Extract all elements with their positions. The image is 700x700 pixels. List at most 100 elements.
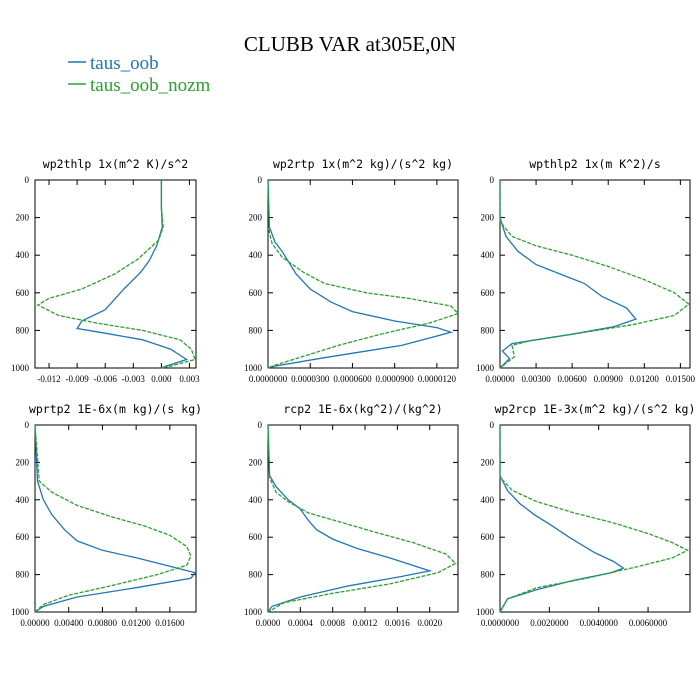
y-tick-label: 200 — [249, 457, 263, 467]
y-tick-label: 400 — [481, 250, 495, 260]
series-line-taus-oob — [267, 179, 454, 369]
figure-title: CLUBB VAR at305E,0N — [244, 32, 456, 56]
x-tick-label: 0.0000900 — [376, 374, 415, 384]
y-tick-label: 600 — [249, 532, 263, 542]
y-tick-label: 800 — [16, 570, 30, 580]
x-tick-label: 0.0016 — [385, 618, 410, 628]
x-tick-label: 0.00000 — [485, 374, 515, 384]
series-line-taus-oob-nozm — [499, 180, 690, 369]
series-line-taus-oob-nozm — [267, 424, 457, 613]
x-tick-label: 0.0000000 — [481, 618, 520, 628]
series-line-taus-oob-nozm — [267, 179, 460, 369]
y-tick-label: 1000 — [476, 607, 495, 617]
x-tick-label: 0.00600 — [558, 374, 588, 384]
y-tick-label: 0 — [25, 175, 30, 185]
x-tick-label: -0.009 — [65, 374, 89, 384]
y-tick-label: 0 — [258, 175, 263, 185]
panel-title: wpthlp2 1x(m K^2)/s — [529, 157, 661, 171]
y-tick-label: 400 — [249, 495, 263, 505]
series-line-taus-oob — [76, 180, 189, 369]
series-line-taus-oob — [267, 424, 433, 613]
panel-title: rcp2 1E-6x(kg^2)/(kg^2) — [283, 402, 442, 416]
x-tick-label: 0.0020 — [417, 618, 442, 628]
y-tick-label: 200 — [481, 213, 495, 223]
y-tick-label: 200 — [16, 213, 30, 223]
y-tick-label: 800 — [481, 325, 495, 335]
series-line-taus-oob — [499, 425, 625, 613]
plot-frame — [267, 424, 459, 613]
panel-2: wp2rtp 1x(m^2 kg)/(s^2 kg) 0 200 400 600 800 1… — [244, 157, 460, 384]
y-tick-label: 200 — [249, 213, 263, 223]
y-tick-label: 800 — [481, 570, 495, 580]
x-tick-label: 0.0000000 — [249, 374, 288, 384]
x-tick-label: 0.0000600 — [333, 374, 372, 384]
plot-frame — [34, 179, 197, 369]
panel-3: wpthlp2 1x(m K^2)/s020040060080010000.00… — [476, 157, 696, 384]
x-tick-label: -0.003 — [122, 374, 146, 384]
x-tick-label: -0.012 — [37, 374, 60, 384]
panel-4: wprtp2 1E-6x(m kg)/(s kg) 0 200 400 600 800 10… — [11, 402, 202, 628]
x-tick-label: 0.00800 — [88, 618, 118, 628]
x-tick-label: 0.0000300 — [291, 374, 330, 384]
x-tick-label: 0.00900 — [594, 374, 624, 384]
y-tick-label: 600 — [16, 288, 30, 298]
y-tick-label: 200 — [16, 457, 30, 467]
y-tick-label: 800 — [16, 325, 30, 335]
x-tick-label: 0.0004 — [288, 618, 313, 628]
y-tick-label: 400 — [481, 495, 495, 505]
panel-title: wp2rcp 1E-3x(m^2 kg)/(s^2 kg) — [495, 402, 696, 416]
x-tick-label: 0.003 — [179, 374, 200, 384]
y-tick-label: 800 — [249, 325, 263, 335]
y-tick-label: 800 — [249, 570, 263, 580]
y-tick-label: 1000 — [11, 363, 30, 373]
x-tick-label: 0.0000120 — [418, 374, 457, 384]
y-tick-label: 400 — [16, 250, 30, 260]
y-tick-label: 0 — [258, 420, 263, 430]
panel-title: wprtp2 1E-6x(m kg)/(s kg) — [29, 402, 202, 416]
x-tick-label: 0.0012 — [353, 618, 378, 628]
panel-5: rcp2 1E-6x(kg^2)/(kg^2) 0 200 400 600 800 1000… — [244, 402, 459, 628]
plot-frame — [499, 424, 691, 613]
y-tick-label: 0 — [25, 420, 30, 430]
y-tick-label: 200 — [481, 457, 495, 467]
panels: wp2thlp 1x(m^2 K)/s^2 0 200 400 600 800 1000 -0… — [11, 157, 696, 628]
x-tick-label: 0.01200 — [122, 618, 152, 628]
x-tick-label: 0.0000 — [256, 618, 281, 628]
x-tick-label: 0.0008 — [320, 618, 345, 628]
x-tick-label: 0.01200 — [630, 374, 660, 384]
x-tick-label: 0.01500 — [666, 374, 696, 384]
y-tick-label: 1000 — [244, 363, 263, 373]
y-tick-label: 400 — [249, 250, 263, 260]
y-tick-label: 1000 — [476, 363, 495, 373]
panel-1: wp2thlp 1x(m^2 K)/s^2 0 200 400 600 800 1000 -0… — [11, 157, 200, 384]
legend-label-taus-oob-nozm: taus_oob_nozm — [90, 75, 211, 96]
y-tick-label: 0 — [490, 175, 495, 185]
x-tick-label: 0.00400 — [54, 618, 84, 628]
y-tick-label: 0 — [490, 420, 495, 430]
x-tick-label: 0.00300 — [521, 374, 551, 384]
y-tick-label: 600 — [481, 288, 495, 298]
series-line-taus-oob — [499, 180, 638, 369]
y-tick-label: 600 — [249, 288, 263, 298]
plot-frame — [34, 424, 197, 613]
x-tick-label: 0.00000 — [20, 618, 50, 628]
y-tick-label: 600 — [481, 532, 495, 542]
series-line-taus-oob — [34, 424, 197, 613]
panel-title: wp2rtp 1x(m^2 kg)/(s^2 kg) — [273, 157, 453, 171]
series-line-taus-oob-nozm — [499, 425, 689, 613]
y-tick-label: 1000 — [11, 607, 30, 617]
series-line-taus-oob-nozm — [34, 424, 192, 613]
x-tick-label: 0.0060000 — [629, 618, 668, 628]
panel-6: wp2rcp 1E-3x(m^2 kg)/(s^2 kg)0 200 400 600 8… — [476, 402, 695, 628]
y-tick-label: 1000 — [244, 607, 263, 617]
x-tick-label: 0.0020000 — [530, 618, 569, 628]
plot-frame — [267, 179, 459, 369]
x-tick-label: 0.000 — [151, 374, 172, 384]
y-tick-label: 600 — [16, 532, 30, 542]
legend-label-taus-oob: taus_oob — [90, 53, 159, 74]
x-tick-label: 0.01600 — [155, 618, 185, 628]
x-tick-label: 0.0040000 — [580, 618, 619, 628]
panel-title: wp2thlp 1x(m^2 K)/s^2 — [43, 157, 188, 171]
x-tick-label: -0.006 — [94, 374, 118, 384]
